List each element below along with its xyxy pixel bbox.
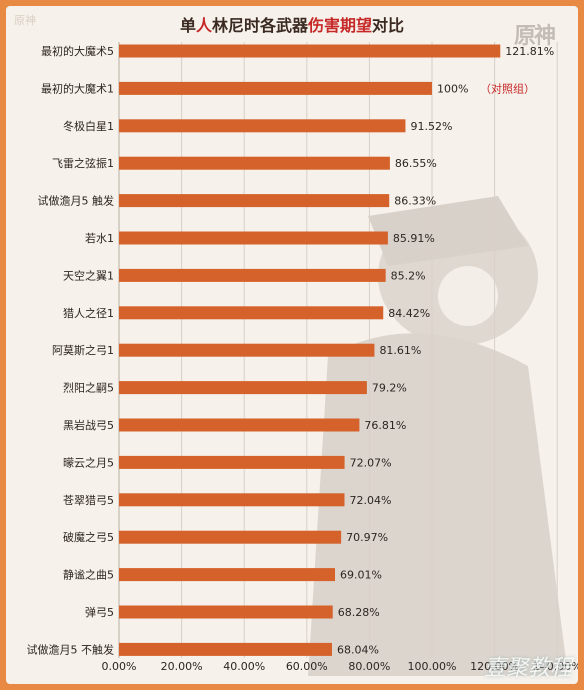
category-label: 若水1: [85, 232, 114, 245]
value-label: 72.07%: [350, 456, 392, 469]
bar: [119, 343, 375, 357]
bar: [119, 418, 360, 432]
x-tick-label: 20.00%: [161, 660, 203, 673]
category-label: 阿莫斯之弓1: [52, 343, 114, 357]
bar: [119, 231, 388, 245]
character-background-art: [308, 196, 568, 676]
bar: [119, 156, 390, 170]
category-label: 曚云之月5: [63, 455, 114, 469]
bar: [119, 605, 333, 619]
value-label: 81.61%: [379, 344, 421, 357]
bar: [119, 530, 342, 544]
category-label: 天空之翼1: [63, 268, 114, 282]
category-label: 弹弓5: [85, 605, 114, 619]
value-label: 68.28%: [338, 606, 380, 619]
value-label: 85.91%: [393, 232, 435, 245]
bar-chart: 0.00% 20.00% 40.00% 60.00% 80.00% 100.00% 120.…: [27, 42, 578, 673]
category-label: 飞雷之弦振1: [52, 156, 114, 170]
value-label: 69.01%: [340, 569, 382, 582]
value-label: 84.42%: [388, 307, 430, 320]
value-label: 91.52%: [410, 120, 452, 133]
x-tick-label: 60.00%: [286, 660, 328, 673]
bar: [119, 194, 390, 208]
title-part-5: 对比: [372, 16, 405, 35]
category-label: 破魔之弓5: [63, 530, 114, 544]
bar: [119, 568, 336, 582]
category-label: 猎人之径1: [63, 306, 114, 320]
value-label: 70.97%: [346, 531, 388, 544]
value-label: 100%: [437, 82, 468, 95]
bar: [119, 44, 501, 58]
bar: [119, 81, 432, 95]
category-label: 冬极白星1: [63, 119, 114, 133]
bar: [119, 268, 386, 282]
x-tick-label: 120.00%: [470, 660, 519, 673]
title-part-3: 林尼时各武器: [211, 16, 308, 35]
category-label: 烈阳之嗣5: [63, 381, 114, 395]
title-part-1: 单: [179, 16, 196, 35]
value-label: 121.81%: [505, 45, 554, 58]
bar: [119, 381, 367, 395]
control-group-note: （对照组）: [480, 81, 535, 95]
value-label: 68.04%: [337, 643, 379, 656]
value-label: 79.2%: [372, 382, 407, 395]
title-part-2: 人: [195, 16, 212, 35]
category-label: 试做澹月5 触发: [38, 194, 115, 208]
category-label: 试做澹月5 不触发: [27, 642, 115, 656]
bar: [119, 493, 345, 507]
value-label: 76.81%: [364, 419, 406, 432]
x-tick-label: 140.00%: [533, 660, 578, 673]
x-tick-label: 80.00%: [348, 660, 390, 673]
category-label: 苍翠猎弓5: [63, 493, 114, 507]
x-tick-label: 100.00%: [408, 660, 457, 673]
title-part-4: 伤害期望: [308, 16, 373, 35]
bar: [119, 642, 332, 656]
chart-title: 单人林尼时各武器伤害期望对比: [6, 12, 578, 36]
bar: [119, 455, 345, 469]
bar: [119, 119, 406, 133]
value-label: 86.33%: [394, 195, 436, 208]
x-tick-label: 40.00%: [223, 660, 265, 673]
bar: [119, 306, 384, 320]
corner-watermark: 壹聚教程: [483, 656, 572, 681]
category-label: 最初的大魔术5: [41, 44, 114, 58]
value-label: 86.55%: [395, 157, 437, 170]
value-label: 85.2%: [391, 269, 426, 282]
category-label: 黑岩战弓5: [63, 418, 114, 432]
category-label: 最初的大魔术1: [41, 81, 114, 95]
value-label: 72.04%: [349, 494, 391, 507]
x-tick-label: 0.00%: [102, 660, 137, 673]
chart-frame: 原神 原神 单人林尼时各武器伤害期望对比 0.00% 20.00% 40.00% 60…: [6, 6, 578, 684]
category-label: 静谧之曲5: [63, 568, 114, 582]
top-left-watermark: 原神: [14, 14, 36, 27]
genshin-logo: 原神: [514, 23, 556, 49]
